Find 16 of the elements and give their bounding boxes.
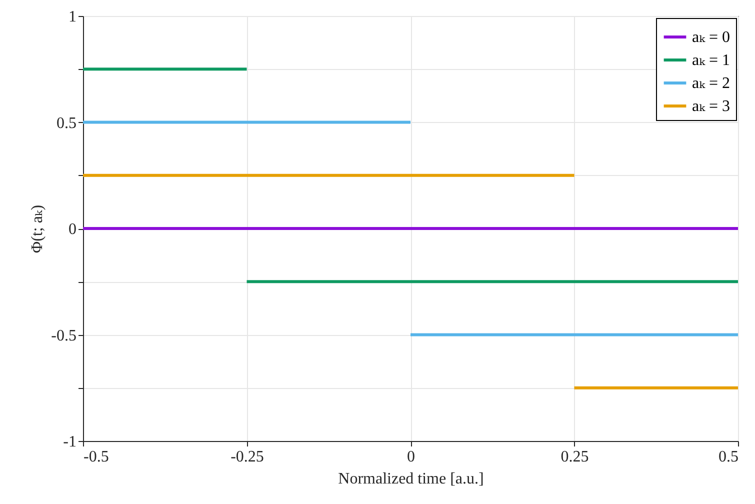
legend-label: aₖ = 0 xyxy=(692,29,730,46)
x-tick-label: -0.25 xyxy=(230,448,264,466)
legend-label: aₖ = 3 xyxy=(692,98,730,115)
y-tick-label: -0.5 xyxy=(51,327,76,344)
y-axis-title: Φ(t; aₖ) xyxy=(29,204,46,254)
x-tick-label: 0.5 xyxy=(718,448,738,466)
y-tick-label: 1 xyxy=(68,8,76,26)
y-tick-label: 0 xyxy=(68,221,76,238)
y-tick-label: 0.5 xyxy=(56,114,76,132)
x-tick-label: 0.25 xyxy=(560,448,589,466)
x-tick-label: 0 xyxy=(407,448,415,466)
legend-label: aₖ = 1 xyxy=(692,52,730,69)
x-tick-label: -0.5 xyxy=(84,448,109,466)
x-axis-title: Normalized time [a.u.] xyxy=(338,470,484,488)
legend-label: aₖ = 2 xyxy=(692,75,730,92)
y-tick-label: -1 xyxy=(63,434,76,450)
